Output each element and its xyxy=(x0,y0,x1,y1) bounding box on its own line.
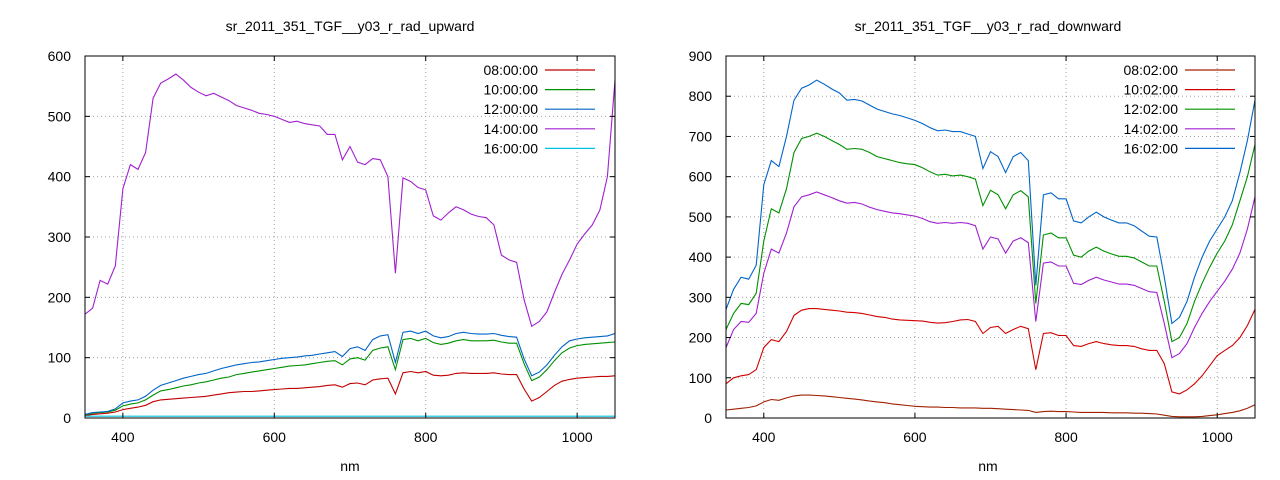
y-tick-label: 0 xyxy=(63,410,71,426)
legend: 08:00:00 10:00:00 12:00:00 14:00:00 16:00:00 xyxy=(484,62,595,156)
legend-label: 16:02:00 xyxy=(1124,140,1179,156)
series-line-100000 xyxy=(84,337,616,416)
legend-label: 12:02:00 xyxy=(1124,101,1179,117)
y-tick-label: 500 xyxy=(48,108,72,124)
chart-title: sr_2011_351_TGF__y03_r_rad_upward xyxy=(226,18,475,34)
chart-title: sr_2011_351_TGF__y03_r_rad_downward xyxy=(855,18,1122,34)
x-tick-label: 600 xyxy=(263,429,287,445)
x-tick-label: 600 xyxy=(903,429,927,445)
legend: 08:02:00 10:02:00 12:02:00 14:02:00 16:02:00 xyxy=(1124,62,1235,156)
legend-label: 14:02:00 xyxy=(1124,121,1179,137)
legend-label: 10:00:00 xyxy=(484,82,539,98)
legend-label: 10:02:00 xyxy=(1124,82,1179,98)
series-line-120000 xyxy=(84,330,616,415)
series-group xyxy=(725,79,1256,418)
series-line-080000 xyxy=(84,370,616,417)
x-tick-label: 400 xyxy=(111,429,135,445)
series-line-140200 xyxy=(725,191,1256,359)
y-tick-label: 100 xyxy=(48,350,72,366)
legend-label: 14:00:00 xyxy=(484,121,539,137)
series-line-140000 xyxy=(84,73,616,328)
axes: 400 600 800 1000 0 100 200 300 400 500 600 700 800 90… xyxy=(689,48,1255,445)
y-tick-label: 900 xyxy=(689,48,713,64)
axes: 400 600 800 1000 0 100 200 300 400 500 600 xyxy=(48,48,615,445)
x-tick-label: 1000 xyxy=(562,429,593,445)
chart-downward: sr_2011_351_TGF__y03_r_rad_downward 400 6… xyxy=(689,18,1256,474)
x-tick-label: 400 xyxy=(752,429,776,445)
y-tick-label: 600 xyxy=(48,48,72,64)
series-line-160200 xyxy=(725,79,1256,325)
x-axis-label: nm xyxy=(340,458,359,474)
grid xyxy=(726,56,1255,418)
plot-frame xyxy=(725,55,1256,419)
y-tick-label: 600 xyxy=(689,169,713,185)
x-tick-label: 800 xyxy=(414,429,438,445)
x-axis-label: nm xyxy=(978,458,997,474)
series-line-080200 xyxy=(725,394,1256,418)
y-tick-label: 0 xyxy=(704,410,712,426)
y-tick-label: 200 xyxy=(48,289,72,305)
y-tick-label: 400 xyxy=(689,249,713,265)
y-tick-label: 400 xyxy=(48,169,72,185)
series-line-100200 xyxy=(725,308,1256,395)
legend-label: 12:00:00 xyxy=(484,101,539,117)
legend-label: 08:02:00 xyxy=(1124,62,1179,78)
y-tick-label: 300 xyxy=(689,289,713,305)
legend-label: 08:00:00 xyxy=(484,62,539,78)
x-tick-label: 1000 xyxy=(1202,429,1233,445)
series-line-120200 xyxy=(725,132,1256,343)
y-tick-label: 200 xyxy=(689,330,713,346)
y-tick-label: 500 xyxy=(689,209,713,225)
y-tick-label: 100 xyxy=(689,370,713,386)
y-tick-label: 700 xyxy=(689,128,713,144)
y-tick-label: 300 xyxy=(48,229,72,245)
series-group xyxy=(84,73,616,417)
y-tick-label: 800 xyxy=(689,88,713,104)
legend-label: 16:00:00 xyxy=(484,140,539,156)
chart-upward: sr_2011_351_TGF__y03_r_rad_upward 400 600… xyxy=(48,18,616,474)
grid xyxy=(85,56,615,418)
x-tick-label: 800 xyxy=(1054,429,1078,445)
